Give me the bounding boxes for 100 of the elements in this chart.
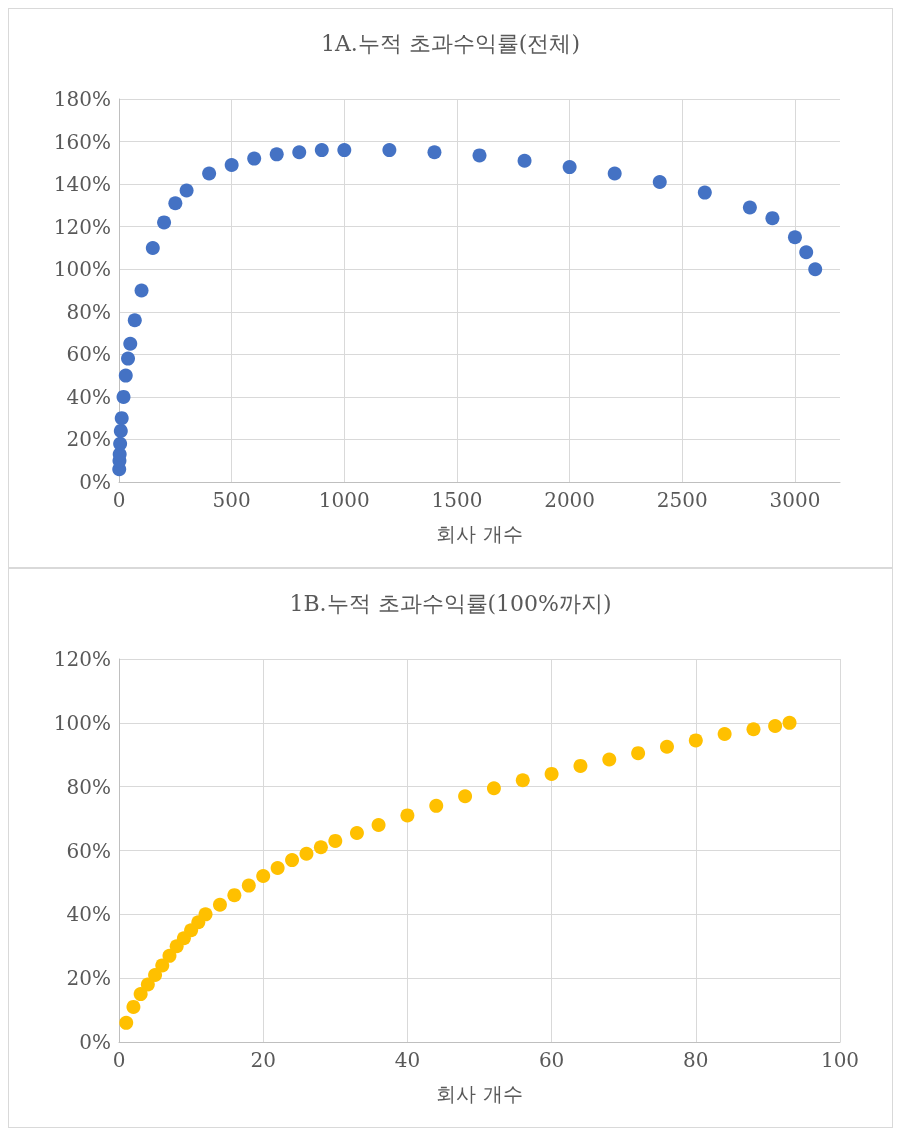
point <box>256 869 271 884</box>
point <box>573 758 588 773</box>
y-tick-label: 60% <box>66 838 111 863</box>
point <box>458 789 473 804</box>
x-tick-label: 20 <box>250 1048 276 1072</box>
point <box>787 230 802 245</box>
y-tick-label: 120% <box>53 214 111 239</box>
point <box>486 781 501 796</box>
point <box>126 999 141 1014</box>
point <box>515 773 530 788</box>
x-tick-label: 500 <box>212 488 251 512</box>
y-tick-label: 40% <box>66 384 111 409</box>
point <box>121 351 136 366</box>
y-tick-label: 80% <box>66 774 111 799</box>
point <box>607 166 622 181</box>
x-axis-title: 회사 개수 <box>436 1082 523 1106</box>
point <box>799 245 814 260</box>
point <box>179 183 194 198</box>
point <box>382 143 397 158</box>
y-tick-label: 140% <box>53 172 111 197</box>
point <box>148 967 163 982</box>
y-tick-label: 80% <box>66 299 111 324</box>
y-tick-label: 0% <box>79 470 111 494</box>
point <box>768 719 783 734</box>
point <box>241 878 256 893</box>
point <box>113 423 128 438</box>
point <box>742 200 757 215</box>
point <box>116 389 131 404</box>
point <box>247 151 262 166</box>
point <box>227 888 242 903</box>
point <box>717 727 732 741</box>
point <box>427 145 442 160</box>
point <box>212 897 227 912</box>
point <box>168 196 183 211</box>
point <box>118 368 133 383</box>
point <box>133 987 148 1002</box>
point <box>602 752 617 767</box>
x-tick-label: 0 <box>112 1048 126 1072</box>
point <box>400 808 415 823</box>
point <box>652 174 667 189</box>
point <box>765 211 780 226</box>
point <box>134 283 149 298</box>
x-axis-title: 회사 개수 <box>436 522 523 546</box>
point <box>659 739 674 754</box>
point <box>198 907 213 922</box>
x-tick-label: 3000 <box>769 488 821 512</box>
point <box>269 147 284 162</box>
point <box>224 157 239 172</box>
point <box>517 153 532 168</box>
x-tick-label: 2000 <box>544 488 596 512</box>
point <box>299 846 314 861</box>
x-tick-label: 40 <box>394 1048 421 1072</box>
point <box>782 715 797 730</box>
point <box>113 436 128 451</box>
point <box>688 733 703 748</box>
point <box>292 145 307 160</box>
x-tick-label: 100 <box>820 1048 860 1072</box>
y-tick-label: 20% <box>66 966 111 991</box>
y-tick-label: 60% <box>66 342 111 367</box>
point <box>114 411 129 426</box>
y-tick-label: 0% <box>79 1030 111 1054</box>
y-tick-label: 100% <box>53 257 111 282</box>
point <box>119 1015 134 1030</box>
point <box>155 958 170 973</box>
y-tick-label: 40% <box>66 902 111 927</box>
point <box>285 853 300 868</box>
point <box>140 977 155 992</box>
point <box>157 215 172 230</box>
point <box>270 861 285 876</box>
point <box>127 313 142 328</box>
point <box>808 262 823 277</box>
x-tick-label: 1000 <box>318 488 370 512</box>
point <box>313 840 328 855</box>
point <box>314 143 329 158</box>
point <box>123 336 138 351</box>
point <box>429 798 444 813</box>
point <box>349 825 364 840</box>
point <box>746 722 761 737</box>
point <box>145 240 160 255</box>
chart-title: 1A.누적 초과수익률(전체) <box>320 30 581 56</box>
y-tick-label: 20% <box>66 427 111 452</box>
point <box>631 746 646 761</box>
point <box>162 948 177 963</box>
point <box>371 817 386 832</box>
y-tick-label: 120% <box>53 647 111 671</box>
point <box>472 148 487 163</box>
x-tick-label: 80 <box>683 1048 709 1072</box>
point <box>697 185 712 200</box>
chart-title: 1B.누적 초과수익률(100%까지) <box>289 590 612 616</box>
y-tick-label: 100% <box>53 710 111 735</box>
y-tick-label: 180% <box>53 87 111 111</box>
point <box>328 833 343 848</box>
y-tick-label: 160% <box>53 129 111 154</box>
point <box>544 766 559 781</box>
x-tick-label: 0 <box>112 488 126 512</box>
x-tick-label: 60 <box>538 1048 565 1072</box>
x-tick-label: 1500 <box>431 488 483 512</box>
point <box>202 166 217 181</box>
point <box>337 143 352 158</box>
x-tick-label: 2500 <box>656 488 708 512</box>
